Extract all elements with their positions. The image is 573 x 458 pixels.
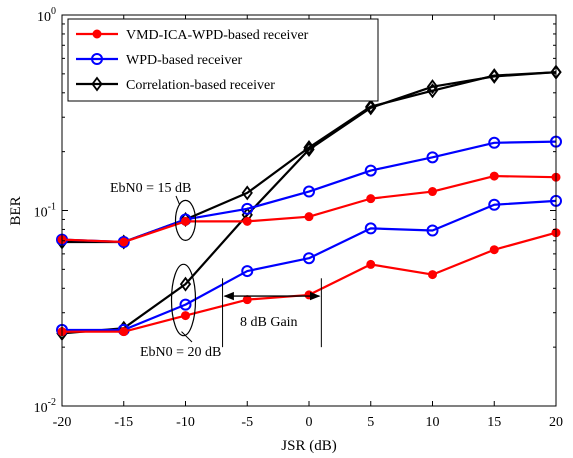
data-point bbox=[242, 295, 252, 305]
x-axis-label: JSR (dB) bbox=[281, 438, 336, 454]
data-point bbox=[304, 212, 314, 222]
annotation-ellipse bbox=[170, 263, 197, 337]
x-tick-label: 10 bbox=[426, 415, 440, 430]
data-point bbox=[303, 142, 315, 158]
y-axis-label: BER bbox=[8, 196, 24, 225]
x-tick-label: -10 bbox=[176, 415, 195, 430]
data-point bbox=[488, 68, 500, 84]
legend-marker bbox=[91, 76, 103, 92]
annotation-leader bbox=[175, 195, 180, 205]
legend-marker bbox=[92, 29, 102, 39]
data-point bbox=[365, 100, 377, 116]
data-point bbox=[364, 164, 377, 177]
series-line bbox=[61, 71, 557, 335]
x-tick-label: 20 bbox=[549, 415, 563, 430]
data-point bbox=[364, 222, 377, 235]
data-point bbox=[303, 185, 315, 198]
x-tick-label: -15 bbox=[114, 415, 133, 430]
data-point bbox=[426, 224, 439, 237]
data-point bbox=[303, 252, 315, 265]
data-point bbox=[119, 237, 129, 247]
series-0 bbox=[57, 171, 561, 337]
x-tick-label: 15 bbox=[487, 415, 501, 430]
data-point bbox=[488, 198, 501, 211]
legend-box bbox=[67, 18, 379, 102]
y-tick-label: 10-1 bbox=[34, 202, 56, 221]
legend-marker bbox=[91, 53, 103, 65]
data-point bbox=[303, 140, 315, 156]
annotation-ellipse bbox=[174, 199, 197, 241]
annotation-layer: EbN0 = 15 dB EbN0 = 20 dB 8 dB Gain bbox=[110, 181, 322, 360]
data-point bbox=[428, 187, 437, 197]
data-point bbox=[242, 216, 252, 226]
data-point bbox=[489, 245, 499, 255]
legend-label: WPD-based receiver bbox=[126, 53, 243, 68]
data-point bbox=[181, 216, 190, 226]
data-point bbox=[179, 298, 192, 311]
data-point bbox=[366, 194, 376, 204]
data-point bbox=[366, 259, 376, 269]
legend: VMD-ICA-WPD-based receiver WPD-based rece… bbox=[67, 18, 379, 102]
y-tick-label: 10-2 bbox=[34, 397, 56, 416]
legend-label: Correlation-based receiver bbox=[126, 78, 275, 93]
data-point bbox=[488, 136, 501, 149]
data-point bbox=[426, 79, 439, 95]
data-point bbox=[179, 276, 192, 292]
data-point bbox=[181, 311, 190, 321]
annotation-text: 8 dB Gain bbox=[240, 315, 298, 330]
data-point bbox=[428, 270, 437, 280]
annotation-text: EbN0 = 15 dB bbox=[110, 181, 191, 196]
annotation-leader bbox=[181, 331, 193, 343]
x-tick-label: -5 bbox=[241, 415, 253, 430]
annotation-text: EbN0 = 20 dB bbox=[140, 345, 221, 360]
data-point bbox=[119, 327, 129, 337]
data-point bbox=[241, 265, 254, 278]
axes-layer: -20 -15 -10 -5 0 5 10 15 20 10-2 10-1 100 bbox=[34, 6, 563, 430]
x-tick-label: -20 bbox=[53, 415, 72, 430]
legend-label: VMD-ICA-WPD-based receiver bbox=[126, 28, 309, 43]
series-line bbox=[62, 199, 557, 332]
data-point bbox=[489, 171, 499, 181]
data-point bbox=[304, 290, 314, 300]
x-tick-label: 0 bbox=[306, 415, 313, 430]
x-tick-label: 5 bbox=[367, 415, 374, 430]
data-point bbox=[241, 202, 254, 215]
data-point bbox=[426, 151, 439, 164]
y-tick-label: 100 bbox=[37, 6, 56, 25]
data-point bbox=[241, 185, 253, 201]
